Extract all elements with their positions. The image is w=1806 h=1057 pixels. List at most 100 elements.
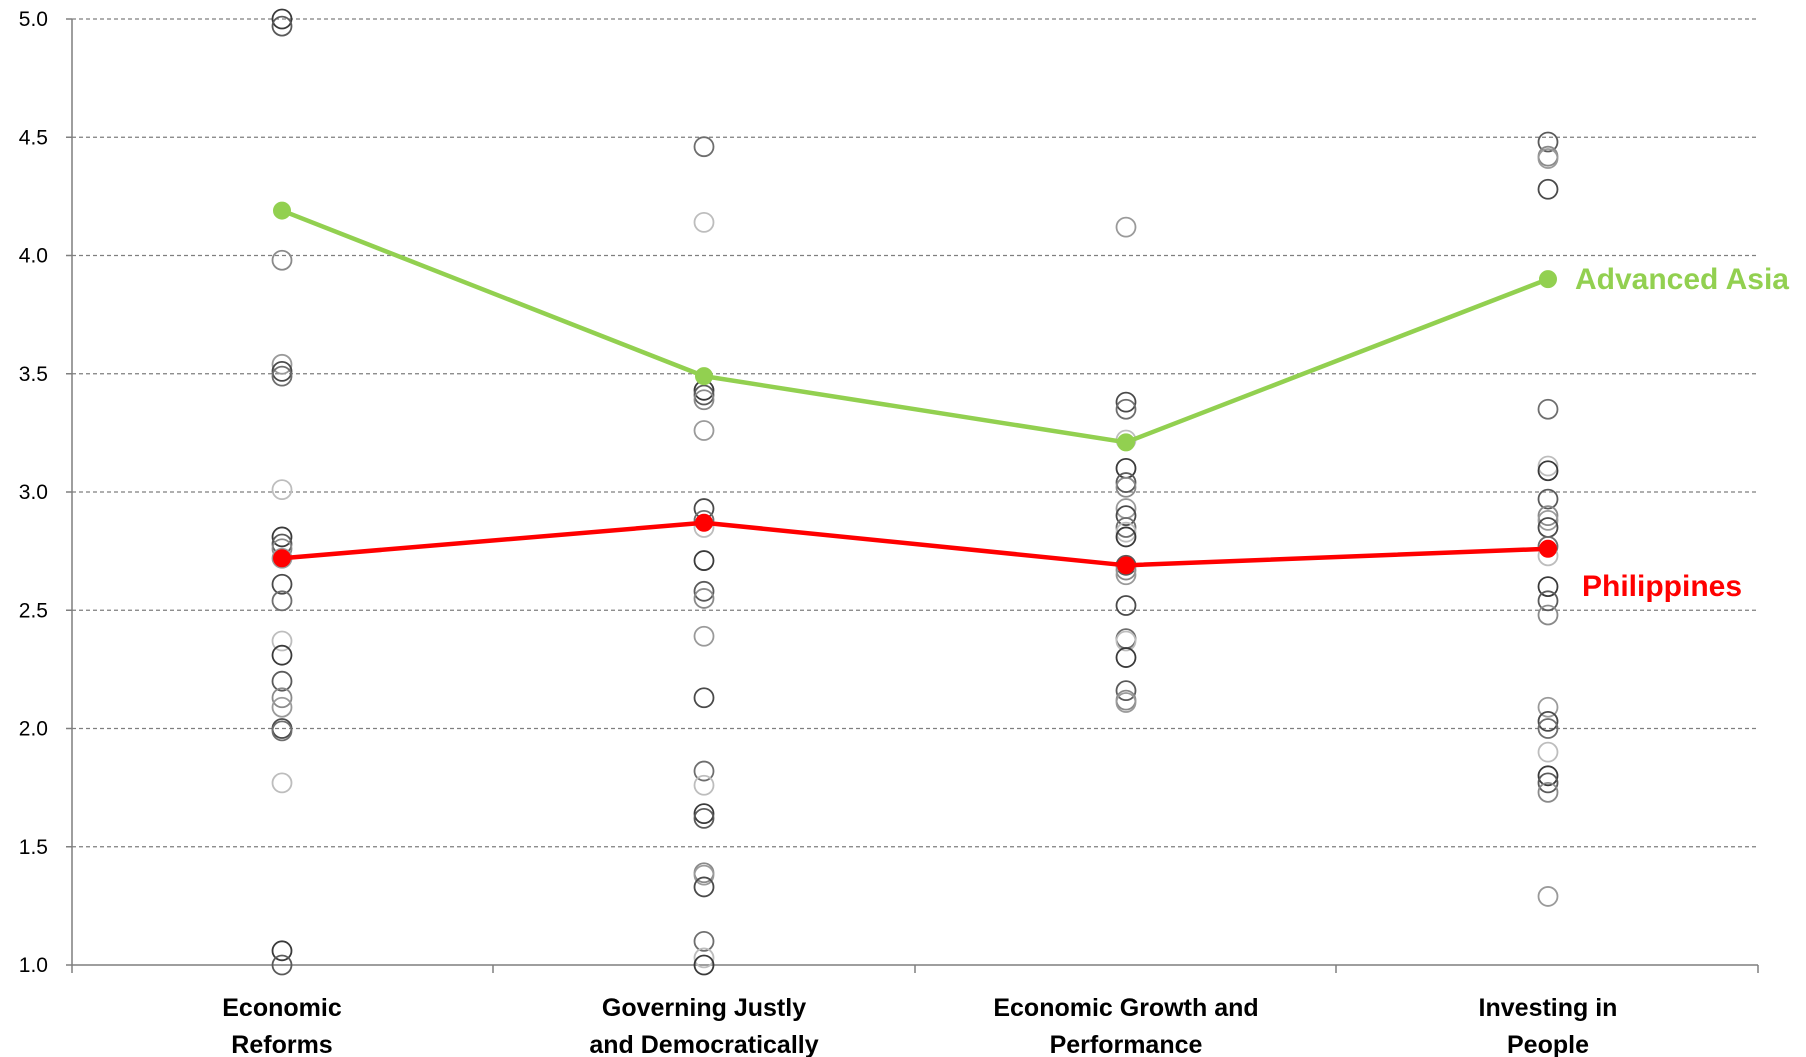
- country-point: [1115, 526, 1137, 548]
- y-tick-label: 3.5: [19, 363, 48, 386]
- grid-lines: [72, 18, 1758, 848]
- category-label: Economic Growth and: [993, 994, 1258, 1022]
- country-point: [693, 384, 715, 406]
- series-point: [695, 513, 713, 532]
- country-point: [1537, 696, 1559, 718]
- country-point: [1537, 460, 1559, 482]
- country-point: [271, 353, 293, 375]
- country-point: [271, 249, 293, 271]
- country-point: [1537, 455, 1559, 477]
- country-point: [271, 526, 293, 548]
- series-point: [273, 201, 291, 220]
- country-point: [1537, 148, 1559, 169]
- y-tick-label: 4.5: [19, 126, 48, 149]
- country-point: [271, 365, 293, 387]
- country-point: [1537, 741, 1559, 763]
- y-tick-label: 2.0: [19, 718, 48, 741]
- country-point: [271, 360, 293, 382]
- country-point: [1115, 476, 1137, 498]
- country-point: [271, 940, 293, 962]
- country-point: [271, 954, 293, 976]
- country-point: [1115, 398, 1137, 420]
- country-point: [693, 625, 715, 647]
- country-point: [1115, 647, 1137, 668]
- category-label: People: [1507, 1031, 1589, 1057]
- y-tick-label: 3.0: [19, 481, 48, 504]
- country-point: [1537, 718, 1559, 739]
- country-point: [1115, 517, 1137, 538]
- y-tick-label: 1.0: [19, 954, 48, 977]
- country-point: [1115, 680, 1137, 702]
- series-point: [273, 549, 291, 568]
- axes: [66, 18, 1759, 973]
- country-point: [1537, 711, 1559, 732]
- country-point: [1537, 604, 1559, 626]
- series-point: [695, 367, 713, 386]
- country-point: [1115, 692, 1137, 713]
- country-point: [271, 772, 293, 794]
- y-tick-label: 4.0: [19, 245, 48, 268]
- country-point: [271, 644, 293, 666]
- country-point: [271, 479, 293, 501]
- country-point: [271, 590, 293, 612]
- category-label: Performance: [1050, 1031, 1203, 1057]
- country-point: [693, 930, 715, 952]
- country-point: [1537, 886, 1559, 907]
- country-point: [1115, 521, 1137, 543]
- category-label: Economic: [222, 994, 342, 1022]
- series-point: [1539, 539, 1557, 558]
- country-point: [1537, 398, 1559, 420]
- country-point: [693, 876, 715, 898]
- country-point: [271, 670, 293, 692]
- country-point: [1537, 131, 1559, 153]
- country-point: [693, 136, 715, 158]
- country-point: [1537, 765, 1559, 787]
- series-label: Advanced Asia: [1575, 263, 1789, 296]
- country-point: [1115, 216, 1137, 238]
- country-point: [1537, 576, 1559, 597]
- country-point: [693, 803, 715, 825]
- series-point: [1117, 556, 1135, 575]
- series-line: [281, 208, 1549, 445]
- country-point: [1115, 505, 1137, 527]
- country-point: [271, 630, 293, 652]
- country-point: [271, 15, 293, 37]
- y-tick-label: 2.5: [19, 599, 48, 622]
- country-point: [693, 954, 715, 976]
- category-label: Reforms: [231, 1031, 332, 1057]
- category-label: Governing Justly: [602, 994, 806, 1022]
- country-point: [1537, 772, 1559, 794]
- category-label: and Democratically: [589, 1031, 818, 1057]
- country-point: [693, 580, 715, 602]
- country-point: [271, 696, 293, 718]
- category-label: Investing in: [1479, 994, 1618, 1022]
- country-point: [1537, 590, 1559, 612]
- country-point: [693, 211, 715, 233]
- country-point: [693, 389, 715, 411]
- country-point: [693, 588, 715, 609]
- country-point: [1537, 505, 1559, 527]
- country-point: [693, 550, 715, 571]
- country-point: [271, 720, 293, 742]
- country-point: [1115, 391, 1137, 413]
- country-point: [693, 947, 715, 969]
- y-tick-label: 5.0: [19, 8, 48, 31]
- labels: 1.0 1.5 2.0 2.5 3.0 3.5 4.0 4.5 5.0 Economic Refor…: [19, 8, 1789, 1057]
- country-point: [693, 864, 715, 886]
- country-point: [1537, 781, 1559, 803]
- country-point: [693, 774, 715, 796]
- y-tick-label: 1.5: [19, 836, 48, 859]
- country-point: [271, 8, 293, 30]
- country-scatter-points: [271, 8, 1559, 976]
- country-point: [693, 420, 715, 441]
- country-point: [693, 807, 715, 829]
- series-label: Philippines: [1582, 570, 1742, 603]
- series-lines: [273, 201, 1557, 575]
- series-point: [1117, 433, 1135, 452]
- country-point: [1115, 595, 1137, 616]
- series-line: [281, 520, 1549, 568]
- country-point: [1115, 472, 1137, 493]
- country-point: [271, 573, 293, 595]
- country-point: [1537, 509, 1559, 531]
